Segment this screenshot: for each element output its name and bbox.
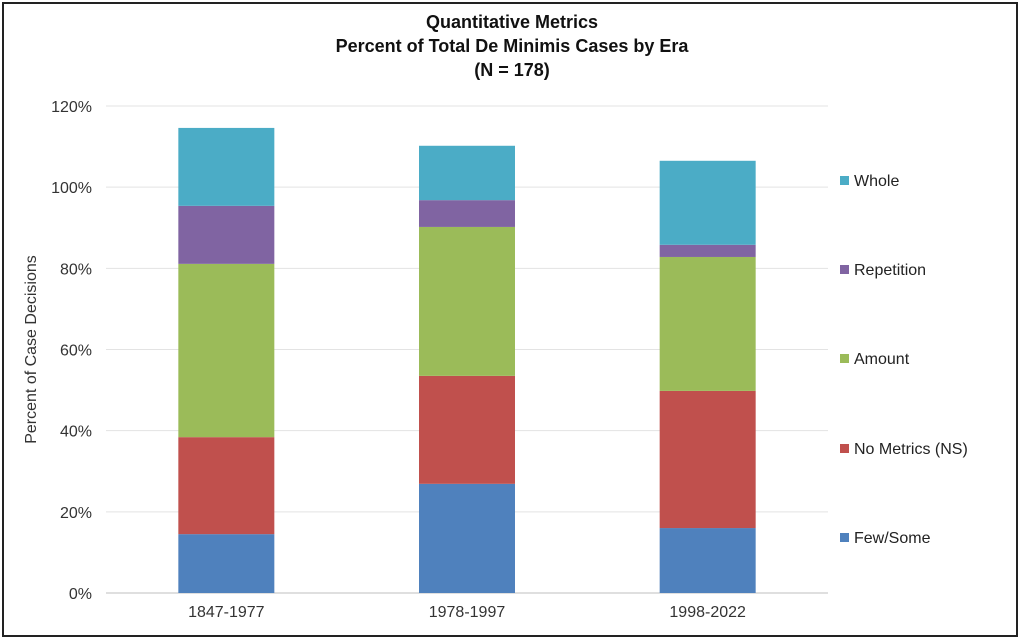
bar-segment-whole — [178, 127, 275, 206]
legend-label: Amount — [854, 351, 910, 368]
x-tick-label: 1847-1977 — [188, 604, 265, 621]
legend-swatch — [840, 265, 849, 274]
chart-n-label: (N = 178) — [474, 60, 550, 80]
y-tick-label: 20% — [60, 505, 92, 522]
y-tick-label: 40% — [60, 424, 92, 441]
legend-swatch — [840, 444, 849, 453]
legend-swatch — [840, 354, 849, 363]
bar-segment-few-some — [419, 483, 515, 593]
bar-segment-amount — [178, 263, 275, 438]
chart-subtitle: Percent of Total De Minimis Cases by Era — [335, 36, 689, 56]
bar-segment-amount — [659, 256, 756, 391]
bar-segment-no-metrics-ns — [419, 375, 515, 484]
bar-segment-few-some — [178, 534, 275, 593]
x-tick-label: 1978-1997 — [429, 604, 506, 621]
legend-swatch — [840, 533, 849, 542]
bar-segment-few-some — [659, 528, 756, 593]
legend-label: Few/Some — [854, 530, 931, 547]
y-tick-label: 80% — [60, 261, 92, 278]
bar-segment-whole — [419, 145, 515, 201]
legend-swatch — [840, 176, 849, 185]
x-tick-label: 1998-2022 — [669, 604, 746, 621]
bar-segment-no-metrics-ns — [178, 437, 275, 535]
y-tick-label: 0% — [69, 586, 92, 603]
bar-segment-repetition — [178, 205, 275, 264]
bar-segment-whole — [659, 160, 756, 245]
y-axis-label: Percent of Case Decisions — [23, 255, 40, 444]
bar-segment-no-metrics-ns — [659, 390, 756, 529]
y-tick-label: 100% — [51, 180, 92, 197]
legend-label: No Metrics (NS) — [854, 441, 968, 458]
y-tick-label: 60% — [60, 343, 92, 360]
bar-segment-amount — [419, 226, 515, 376]
bar-segment-repetition — [659, 244, 756, 257]
legend-label: Repetition — [854, 262, 926, 279]
y-tick-label: 120% — [51, 99, 92, 116]
legend-label: Whole — [854, 173, 899, 190]
chart-title: Quantitative Metrics — [425, 12, 599, 32]
bar-segment-repetition — [419, 200, 515, 227]
